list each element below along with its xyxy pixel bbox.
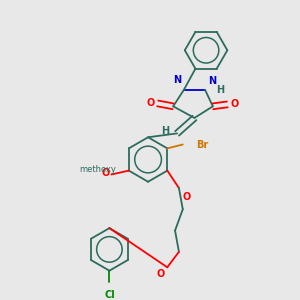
Text: O: O — [147, 98, 155, 108]
Text: N: N — [208, 76, 216, 86]
Text: O: O — [156, 269, 164, 279]
Text: N: N — [173, 75, 181, 85]
Text: O: O — [230, 99, 238, 110]
Text: H: H — [216, 85, 224, 95]
Text: Cl: Cl — [104, 290, 115, 300]
Text: H: H — [161, 125, 169, 136]
Text: O: O — [183, 192, 191, 202]
Text: methoxy: methoxy — [80, 165, 116, 174]
Text: Br: Br — [196, 140, 208, 149]
Text: O: O — [101, 167, 110, 178]
